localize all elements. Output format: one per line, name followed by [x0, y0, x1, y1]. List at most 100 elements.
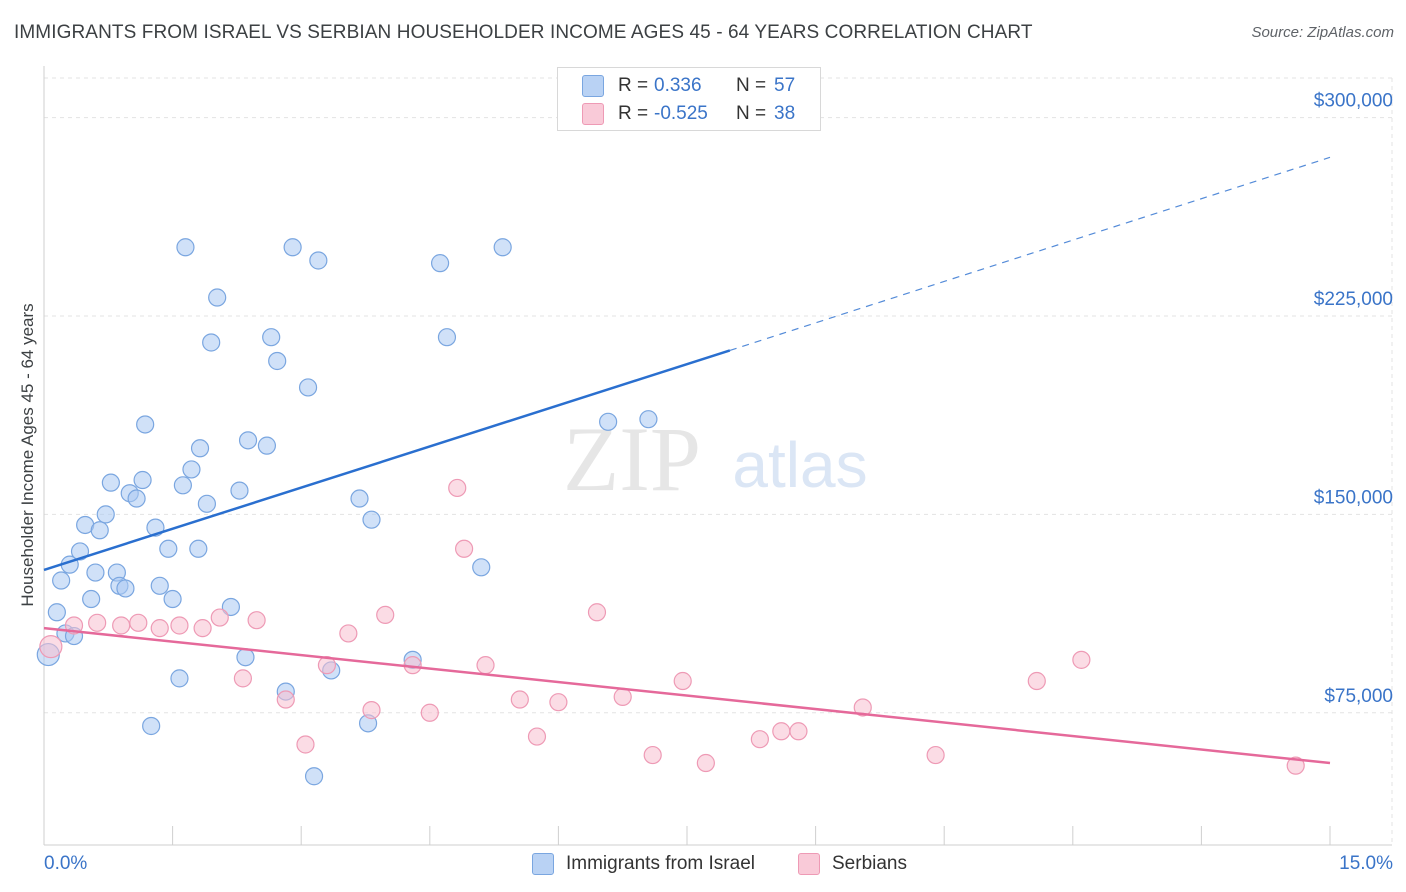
- israel-point: [182, 460, 201, 479]
- serbian-point: [926, 745, 945, 765]
- serbian-point: [112, 616, 131, 635]
- serbian-point: [853, 698, 872, 717]
- x-tick-label: 15.0%: [1339, 853, 1393, 874]
- israel-point: [47, 603, 66, 622]
- serbian-point: [296, 735, 315, 754]
- israel-point: [86, 563, 105, 582]
- serbian-point: [613, 687, 632, 706]
- israel-point: [304, 767, 324, 786]
- serbian-point: [789, 722, 808, 741]
- israel-point: [116, 579, 135, 598]
- n-label: N =: [736, 75, 767, 96]
- serbian-point: [696, 753, 715, 773]
- chart-title: IMMIGRANTS FROM ISRAEL VS SERBIAN HOUSEH…: [14, 22, 1033, 43]
- israel-point: [176, 238, 195, 257]
- serbian-point: [339, 624, 358, 643]
- israel-point: [362, 510, 381, 529]
- israel-point: [639, 410, 658, 429]
- serbian-point: [772, 722, 791, 741]
- serbian-point: [448, 478, 467, 498]
- israel-point: [127, 489, 146, 508]
- israel-point: [96, 505, 115, 524]
- israel-point: [202, 333, 221, 352]
- israel-point: [221, 597, 240, 617]
- israel-point: [430, 254, 450, 273]
- serbian-legend-swatch: [798, 853, 820, 875]
- israel-point: [82, 589, 101, 609]
- serbian-point: [1027, 671, 1046, 691]
- serbian-point: [587, 603, 607, 622]
- y-tick-label: $300,000: [1314, 91, 1393, 112]
- serbian-point: [476, 656, 495, 675]
- serbian-point: [1286, 756, 1305, 775]
- israel-point: [493, 238, 512, 257]
- israel-point: [262, 328, 281, 347]
- serbian-point: [170, 616, 189, 635]
- n-value: 57: [774, 75, 796, 96]
- legend-row-serbian: R = -0.525 N = 38: [582, 102, 795, 126]
- serbian-point: [276, 690, 295, 709]
- r-label: R =: [618, 75, 649, 96]
- r-value: 0.336: [654, 75, 702, 96]
- israel-point: [236, 648, 255, 667]
- watermark-atlas: atlas: [732, 429, 867, 501]
- r-label: R =: [618, 103, 649, 124]
- serbian-point: [549, 693, 568, 712]
- serbian-point: [420, 703, 439, 722]
- israel-swatch: [582, 75, 604, 97]
- serbian-trend-line: [43, 626, 1331, 765]
- x-tick-label: 0.0%: [44, 853, 87, 874]
- tick-labels: $75,000 $150,000 $225,000 $300,000 0.0% 15.0%: [44, 91, 1393, 874]
- israel-point: [150, 576, 169, 595]
- israel-point: [133, 470, 152, 490]
- israel-point: [268, 351, 287, 371]
- y-axis-label: Householder Income Ages 45 - 64 years: [18, 303, 37, 607]
- israel-point: [90, 521, 109, 540]
- y-tick-label: $150,000: [1314, 487, 1393, 508]
- axes: [43, 66, 1392, 846]
- israel-point: [142, 716, 161, 736]
- israel-point: [599, 412, 618, 431]
- israel-point: [298, 378, 318, 397]
- serbian-point: [376, 605, 395, 625]
- data-points: [36, 238, 1305, 786]
- serbian-point: [1072, 650, 1091, 669]
- y-tick-label: $75,000: [1324, 686, 1393, 707]
- israel-point: [257, 436, 277, 455]
- serbian-point: [673, 671, 692, 691]
- israel-trend-line: [43, 349, 731, 572]
- israel-point: [101, 473, 120, 492]
- israel-point: [350, 489, 369, 508]
- serbian-point: [39, 635, 63, 659]
- serbian-point: [527, 727, 547, 746]
- israel-point: [197, 494, 216, 513]
- serbian-point: [129, 613, 148, 632]
- israel-point: [70, 542, 90, 561]
- watermark-zip: ZIP: [563, 408, 701, 510]
- grid-lines: [44, 77, 1393, 845]
- source-label: Source: ZipAtlas.com: [1251, 24, 1394, 41]
- serbian-point: [210, 608, 229, 627]
- serbian-point: [510, 690, 529, 709]
- israel-point: [472, 558, 491, 577]
- israel-point: [170, 669, 189, 688]
- israel-point: [309, 251, 328, 270]
- stats-legend: R = 0.336 N = 57 R = -0.525 N = 38: [557, 67, 821, 131]
- series-legend-israel: Immigrants from Israel: [532, 852, 755, 876]
- r-value: -0.525: [654, 103, 708, 124]
- israel-point: [238, 431, 258, 450]
- israel-point: [136, 415, 155, 434]
- israel-point: [159, 539, 178, 558]
- serbian-point: [454, 539, 474, 558]
- n-label: N =: [736, 103, 767, 124]
- series-legend-serbian: Serbians: [798, 852, 907, 876]
- serbian-point: [150, 619, 169, 638]
- israel-point: [437, 328, 457, 347]
- y-tick-label: $225,000: [1314, 289, 1393, 310]
- serbian-swatch: [582, 103, 604, 125]
- serbian-point: [233, 669, 253, 688]
- watermark: ZIP atlas: [563, 408, 868, 510]
- serbian-point: [643, 745, 662, 765]
- israel-point: [52, 571, 71, 590]
